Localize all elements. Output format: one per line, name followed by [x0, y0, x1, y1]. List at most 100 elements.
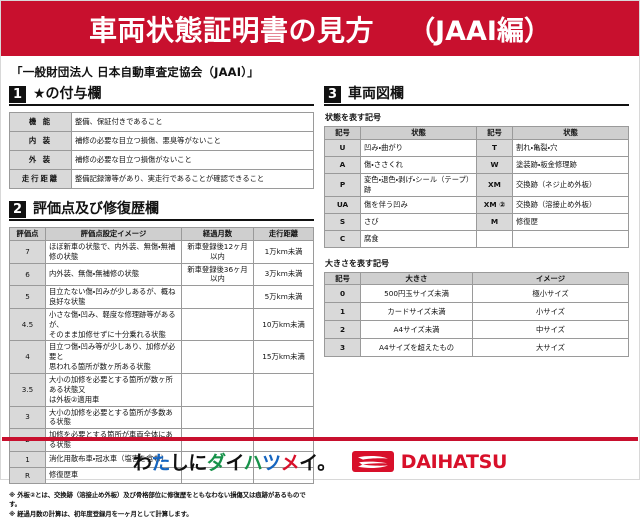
condition-symbols-body: U 凹み・曲がり T 割れ・亀裂・穴 A 傷・ささくれ W 塗装跡・板金修理跡 P 変色・退色・剥… — [324, 138, 629, 248]
criteria-key: 内 装 — [9, 131, 72, 151]
condition-description: 傷・ささくれ — [360, 155, 477, 174]
tagline-char: し — [169, 452, 189, 474]
condition-description: 変色・退色・剥げ・シール（テープ）跡 — [360, 172, 477, 197]
tagline-char: ハ — [243, 452, 263, 474]
mileage — [253, 405, 314, 430]
condition-description: さび — [360, 212, 477, 231]
elapsed-months — [181, 307, 254, 342]
size-image-label: 中サイズ — [472, 320, 629, 340]
condition-symbol: C — [324, 229, 361, 248]
elapsed-months — [181, 372, 254, 407]
table-row: 3 大小の加修を必要とする箇所が多数ある状態 — [9, 405, 314, 430]
elapsed-months: 新車登録後36ヶ月以内 — [181, 262, 254, 287]
size-image-label: 小サイズ — [472, 302, 629, 322]
star-criteria-table: 機 能整備、保証付きであること内 装補修の必要な目立つ損傷、悪臭等がないこと外 … — [9, 112, 314, 189]
page-title-suffix: （JAAI編） — [408, 16, 551, 47]
elapsed-months — [181, 340, 254, 374]
condition-symbol: XM ② — [476, 195, 513, 214]
column-header: 状態 — [512, 126, 629, 140]
daihatsu-wordmark: DAIHATSU — [400, 450, 508, 473]
table-row: C 腐食 — [324, 229, 629, 248]
size-symbol: 1 — [324, 302, 361, 322]
table-row: 2 A4サイズ未満 中サイズ — [324, 320, 629, 340]
evaluation-description: 目立たない傷・凹みが少しあるが、概ね良好な状態 — [45, 285, 182, 309]
evaluation-description: 目立つ傷・凹み等が少しあり、加修が必要と 思われる箇所が数ヶ所ある状態 — [45, 340, 182, 374]
table-row: UA 傷を伴う凹み XM ② 交換跡（溶接止め外板） — [324, 195, 629, 214]
evaluation-description: 小さな傷・凹み、軽度な修理跡等があるが、 そのまま加修せずに十分乗れる状態 — [45, 307, 182, 342]
daihatsu-tagline: わたしにダイハツメイ。 — [133, 448, 336, 475]
evaluation-score-table: 評価点 評価点設定イメージ 経過月数 走行距離 7 ほぼ新車の状態で、内外装、無傷・無補… — [9, 227, 314, 484]
condition-symbol: M — [476, 212, 513, 231]
section-3-title: 車両図欄 — [348, 86, 404, 102]
tagline-char: イ — [299, 452, 318, 474]
table-row: 4 目立つ傷・凹み等が少しあり、加修が必要と 思われる箇所が数ヶ所ある状態 15万km… — [9, 340, 314, 374]
size-description: カードサイズ未満 — [360, 302, 473, 322]
condition-symbol: U — [324, 138, 361, 157]
criteria-value: 整備記録簿等があり、実走行であることが確認できること — [71, 169, 314, 189]
section-2-title: 評価点及び修復歴欄 — [33, 201, 159, 217]
evaluation-description: 内外装、無傷・無補修の状態 — [45, 262, 182, 287]
condition-description: 交換跡（ネジ止め外板） — [512, 172, 629, 197]
condition-description — [512, 229, 629, 248]
condition-description: 塗装跡・板金修理跡 — [512, 155, 629, 174]
condition-symbol — [476, 229, 513, 248]
criteria-key: 機 能 — [9, 112, 72, 132]
tagline-char: た — [151, 452, 170, 474]
section-2-number: 2 — [9, 201, 26, 218]
left-column: 1 ★の付与欄 機 能整備、保証付きであること内 装補修の必要な目立つ損傷、悪臭… — [9, 86, 314, 520]
tagline-char: ツ — [262, 452, 281, 474]
criteria-key: 走行距離 — [9, 169, 72, 189]
two-column-layout: 1 ★の付与欄 機 能整備、保証付きであること内 装補修の必要な目立つ損傷、悪臭… — [9, 86, 631, 520]
size-symbols-header-row: 記号 大きさ イメージ — [324, 271, 629, 286]
star-criteria-body: 機 能整備、保証付きであること内 装補修の必要な目立つ損傷、悪臭等がないこと外 … — [9, 112, 314, 189]
section-3-heading: 3 車両図欄 — [324, 86, 629, 106]
document-body: 「一般財団法人 日本自動車査定協会（JAAI）」 1 ★の付与欄 機 能整備、保… — [1, 56, 639, 520]
condition-description: 修復歴 — [512, 212, 629, 231]
size-symbols-head: 記号 大きさ イメージ — [324, 271, 629, 286]
criteria-value: 整備、保証付きであること — [71, 112, 314, 132]
table-row: P 変色・退色・剥げ・シール（テープ）跡 XM 交換跡（ネジ止め外板） — [324, 172, 629, 197]
column-header: 走行距離 — [253, 227, 314, 241]
evaluation-score-header-row: 評価点 評価点設定イメージ 経過月数 走行距離 — [9, 227, 314, 241]
tagline-char: メ — [280, 452, 300, 474]
column-header: 記号 — [476, 126, 513, 140]
column-header: 評価点 — [9, 227, 46, 241]
size-description: 500円玉サイズ未満 — [360, 284, 473, 304]
table-row: 機 能整備、保証付きであること — [9, 112, 314, 132]
evaluation-score: 7 — [9, 239, 46, 264]
size-symbols-label: 大きさを表す記号 — [325, 258, 389, 268]
section-1-title: ★の付与欄 — [33, 86, 102, 102]
table-row: 内 装補修の必要な目立つ損傷、悪臭等がないこと — [9, 131, 314, 151]
condition-symbol: W — [476, 155, 513, 174]
section-3-number: 3 — [324, 86, 341, 103]
mileage: 10万km未満 — [253, 307, 314, 342]
daihatsu-brand-lockup: DAIHATSU — [351, 450, 508, 473]
table-row: 4.5 小さな傷・凹み、軽度な修理跡等があるが、 そのまま加修せずに十分乗れる状態 1… — [9, 307, 314, 342]
column-header: イメージ — [472, 271, 629, 286]
evaluation-description: ほぼ新車の状態で、内外装、無傷・無補修の状態 — [45, 239, 182, 264]
column-header: 大きさ — [360, 271, 473, 286]
tagline-char: イ — [225, 452, 244, 474]
size-image-label: 大サイズ — [472, 338, 629, 358]
footer-red-rule — [2, 437, 638, 441]
table-row: 走行距離 整備記録簿等があり、実走行であることが確認できること — [9, 169, 314, 189]
section-1-number: 1 — [9, 86, 26, 103]
page-footer: わたしにダイハツメイ。 DAIHATSU — [1, 443, 639, 480]
section-2-notes: ※ 外板②とは、交換跡（溶接止め外板）及び骨格部位に修復歴をともなわない損傷又は… — [9, 491, 314, 520]
mileage: 1万km未満 — [253, 239, 314, 264]
elapsed-months — [181, 405, 254, 430]
criteria-value: 補修の必要な目立つ損傷、悪臭等がないこと — [71, 131, 314, 151]
table-row: S さび M 修復歴 — [324, 212, 629, 231]
evaluation-score: 3 — [9, 405, 46, 430]
column-header: 経過月数 — [181, 227, 254, 241]
size-symbol: 3 — [324, 338, 361, 358]
size-description: A4サイズ未満 — [360, 320, 473, 340]
condition-symbol: S — [324, 212, 361, 231]
mileage: 3万km未満 — [253, 262, 314, 287]
evaluation-score: 1 — [9, 450, 46, 468]
condition-description: 傷を伴う凹み — [360, 195, 477, 214]
elapsed-months: 新車登録後12ヶ月以内 — [181, 239, 254, 264]
note-line: ※ 経過月数の計算は、初年度登録月を一ヶ月として計算します。 — [9, 510, 193, 519]
table-row: 3 A4サイズを超えたもの 大サイズ — [324, 338, 629, 358]
condition-symbols-table: 記号 状態 記号 状態 U 凹み・曲がり T 割れ・亀裂・穴 A 傷・ささくれ W 塗装跡・板金修理… — [324, 126, 629, 248]
